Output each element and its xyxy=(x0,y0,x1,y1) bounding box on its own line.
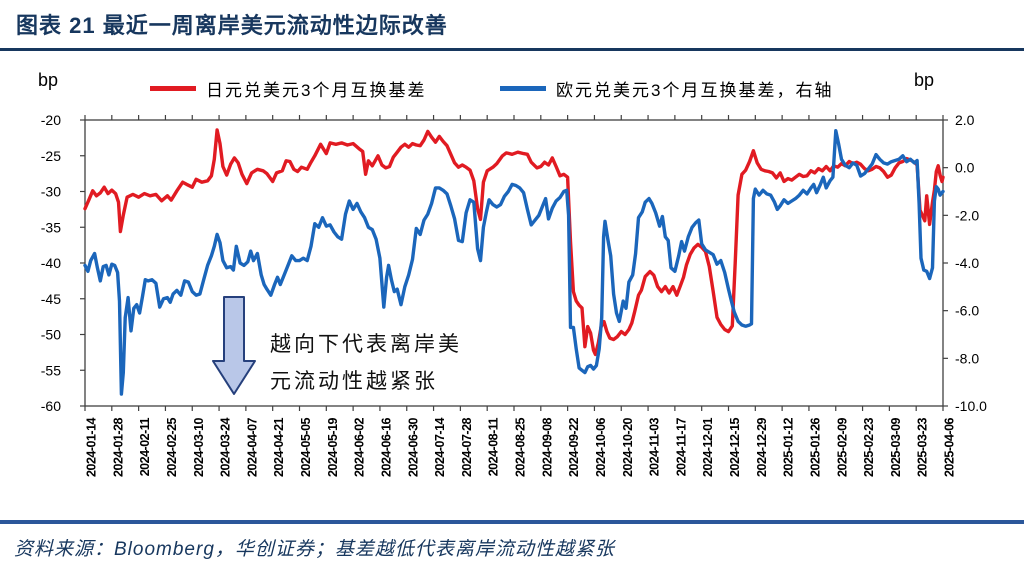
x-tick-label: 2024-09-22 xyxy=(567,417,581,476)
left-y-tick-label: -55 xyxy=(41,362,61,378)
x-tick-label: 2025-02-23 xyxy=(862,417,876,476)
x-tick-label: 2025-03-23 xyxy=(916,417,930,476)
x-tick-label: 2024-02-11 xyxy=(138,417,152,476)
eur-usd-basis-line xyxy=(83,128,945,396)
legend-label-jpy: 日元兑美元3个月互换基差 xyxy=(206,80,427,100)
left-y-tick-label: -40 xyxy=(41,255,61,271)
x-tick-label: 2024-06-02 xyxy=(353,417,367,476)
x-tick-label: 2024-10-06 xyxy=(594,417,608,476)
x-tick-label: 2025-02-09 xyxy=(835,417,849,476)
x-tick-label: 2024-07-28 xyxy=(460,417,474,476)
x-tick-label: 2024-05-05 xyxy=(299,417,313,476)
x-tick-label: 2024-05-19 xyxy=(326,417,340,476)
x-tick-label: 2024-01-14 xyxy=(85,417,99,476)
x-tick-label: 2025-01-12 xyxy=(782,417,796,476)
x-tick-label: 2024-08-25 xyxy=(514,417,528,476)
x-tick-label: 2024-03-10 xyxy=(192,417,206,476)
x-tick-label: 2024-07-14 xyxy=(433,417,447,476)
x-tick-label: 2024-10-20 xyxy=(621,417,635,476)
legend-label-eur: 欧元兑美元3个月互换基差，右轴 xyxy=(556,80,834,100)
jpy-series-swatch xyxy=(150,85,196,91)
right-y-tick-label: -2.0 xyxy=(955,207,979,223)
eur-series-swatch xyxy=(500,85,546,91)
left-y-tick-label: -20 xyxy=(41,112,61,128)
page-title: 图表 21 最近一周离岸美元流动性边际改善 xyxy=(16,13,448,38)
down-arrow-annotation xyxy=(212,296,256,395)
x-axis: 2024-01-14 2024-01-28 2024-02-11 2024-02-25… xyxy=(84,115,957,477)
left-y-tick-label: -25 xyxy=(41,148,61,164)
annotation-line-1: 越向下代表离岸美 xyxy=(270,333,462,356)
x-tick-label: 2025-04-06 xyxy=(943,417,957,476)
x-tick-label: 2024-12-29 xyxy=(755,417,769,476)
right-y-tick-label: -4.0 xyxy=(955,255,979,271)
x-tick-label: 2024-12-01 xyxy=(701,417,715,476)
left-y-tick-label: -60 xyxy=(41,398,61,414)
title-divider xyxy=(0,48,1024,51)
legend-item-eur: 欧元兑美元3个月互换基差，右轴 xyxy=(500,76,833,100)
annotation-line-2: 元流动性越紧张 xyxy=(270,370,438,393)
left-y-tick-label: -35 xyxy=(41,219,61,235)
left-y-tick-label: -50 xyxy=(41,327,61,343)
x-tick-label: 2024-02-25 xyxy=(165,417,179,476)
x-tick-label: 2025-03-09 xyxy=(889,417,903,476)
right-y-tick-label: -6.0 xyxy=(955,303,979,319)
x-tick-label: 2024-09-08 xyxy=(540,417,554,476)
chart-annotation: 越向下代表离岸美 元流动性越紧张 xyxy=(270,326,462,400)
x-tick-label: 2024-11-17 xyxy=(674,417,688,476)
left-y-axis: -20 -25 -30 -35 -40 -45 -50 -55 -60 xyxy=(41,112,85,414)
x-tick-label: 2024-04-07 xyxy=(245,417,259,476)
x-tick-label: 2024-08-11 xyxy=(487,417,501,476)
left-y-tick-label: -45 xyxy=(41,291,61,307)
x-tick-label: 2024-12-15 xyxy=(728,417,742,476)
right-y-tick-label: 0.0 xyxy=(955,160,975,176)
legend-item-jpy: 日元兑美元3个月互换基差 xyxy=(150,76,426,100)
source-note: 资料来源：Bloomberg，华创证券；基差越低代表离岸流动性越紧张 xyxy=(14,539,615,560)
right-y-tick-label: -8.0 xyxy=(955,350,979,366)
x-tick-label: 2024-11-03 xyxy=(648,417,662,476)
x-tick-label: 2024-04-21 xyxy=(272,417,286,476)
right-y-tick-label: 2.0 xyxy=(955,112,975,128)
jpy-usd-basis-line xyxy=(83,128,945,357)
footer-divider xyxy=(0,520,1024,524)
x-tick-label: 2024-06-16 xyxy=(379,417,393,476)
x-tick-label: 2024-06-30 xyxy=(406,417,420,476)
x-tick-label: 2024-01-28 xyxy=(111,417,125,476)
left-y-tick-label: -30 xyxy=(41,184,61,200)
right-axis-unit: bp xyxy=(914,70,935,90)
left-axis-unit: bp xyxy=(38,70,59,90)
x-tick-label: 2025-01-26 xyxy=(808,417,822,476)
right-y-tick-label: -10.0 xyxy=(955,398,987,414)
right-y-axis: 2.0 0.0 -2.0 -4.0 -6.0 -8.0 -10.0 xyxy=(943,112,987,414)
x-tick-label: 2024-03-24 xyxy=(219,417,233,476)
